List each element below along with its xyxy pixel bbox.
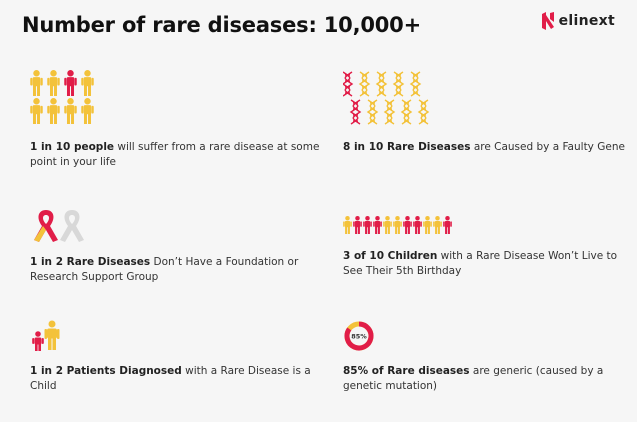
stat-text: are Caused by a Faulty Gene	[470, 141, 625, 153]
stat-bold: 8 in 10 Rare Diseases	[343, 141, 471, 153]
stat-text: with a Rare Disease is a Child	[30, 365, 311, 392]
child-figure	[403, 216, 412, 234]
logo-text: elinext	[558, 13, 615, 29]
stat-bold: 85% of Rare diseases	[343, 365, 470, 377]
dna-strand	[409, 71, 422, 97]
dna-strand	[383, 99, 396, 125]
stat-block-donut: 85% 85% of Rare diseases are generic (ca…	[343, 320, 633, 394]
dna-strand	[417, 99, 430, 125]
person-figure	[30, 70, 43, 96]
stat-block-people: 1 in 10 people will suffer from a rare d…	[30, 70, 320, 170]
stat-block-dna: 8 in 10 Rare Diseases are Caused by a Fa…	[343, 70, 633, 155]
stat-caption: 1 in 10 people will suffer from a rare d…	[30, 140, 320, 170]
person-figure	[47, 70, 60, 96]
stat-caption: 1 in 2 Rare Diseases Don’t Have a Founda…	[30, 255, 320, 285]
person-figure	[81, 70, 94, 96]
dna-strand	[400, 99, 413, 125]
stat-block-ribbon: 1 in 2 Rare Diseases Don’t Have a Founda…	[30, 208, 320, 285]
stat-text: will suffer from a rare disease at some …	[30, 141, 320, 168]
dna-strand	[358, 71, 371, 97]
person-figure	[30, 98, 43, 124]
child-figure	[443, 216, 452, 234]
stat-text: with a Rare Disease Won’t Live to See Th…	[343, 250, 618, 277]
person-figure	[47, 98, 60, 124]
stat-bold: 1 in 10 people	[30, 141, 115, 153]
people-icon	[30, 70, 94, 124]
child-figure	[353, 216, 362, 234]
stat-caption: 8 in 10 Rare Diseases are Caused by a Fa…	[343, 140, 633, 155]
person-figure	[64, 98, 77, 124]
logo-mark-icon	[541, 12, 554, 30]
child-figure	[393, 216, 402, 234]
stat-block-parent-child: 1 in 2 Patients Diagnosed with a Rare Di…	[30, 320, 320, 394]
dna-strand	[349, 99, 362, 125]
stat-bold: 3 of 10 Children	[343, 250, 438, 262]
person-figure	[64, 70, 77, 96]
dna-strand	[375, 71, 388, 97]
dna-strand	[392, 71, 405, 97]
children-icon	[343, 216, 452, 234]
dna-icon	[343, 71, 430, 125]
dna-strand	[343, 71, 354, 97]
page-title: Number of rare diseases: 10,000+	[22, 13, 421, 37]
child-figure	[363, 216, 372, 234]
child-figure	[383, 216, 392, 234]
child-figure	[343, 216, 352, 234]
donut-icon: 85%	[344, 321, 374, 351]
stat-caption: 3 of 10 Children with a Rare Disease Won…	[343, 249, 633, 279]
ribbon-icon	[34, 210, 84, 242]
stat-caption: 1 in 2 Patients Diagnosed with a Rare Di…	[30, 364, 320, 394]
child-figure	[423, 216, 432, 234]
stat-bold: 1 in 2 Patients Diagnosed	[30, 365, 182, 377]
elinext-logo: elinext	[541, 12, 615, 30]
donut-arc	[344, 321, 374, 351]
child-figure	[433, 216, 442, 234]
stat-caption: 85% of Rare diseases are generic (caused…	[343, 364, 633, 394]
dna-strand	[366, 99, 379, 125]
stat-text: Don’t Have a Foundation or Research Supp…	[30, 256, 299, 283]
child-figure	[373, 216, 382, 234]
stat-text: are generic (caused by a genetic mutatio…	[343, 365, 604, 392]
parent-child-icon	[32, 320, 60, 351]
child-figure	[413, 216, 422, 234]
donut-label: 85%	[351, 333, 367, 341]
stat-block-children: 3 of 10 Children with a Rare Disease Won…	[343, 215, 633, 279]
stat-bold: 1 in 2 Rare Diseases	[30, 256, 151, 268]
person-figure	[81, 98, 94, 124]
